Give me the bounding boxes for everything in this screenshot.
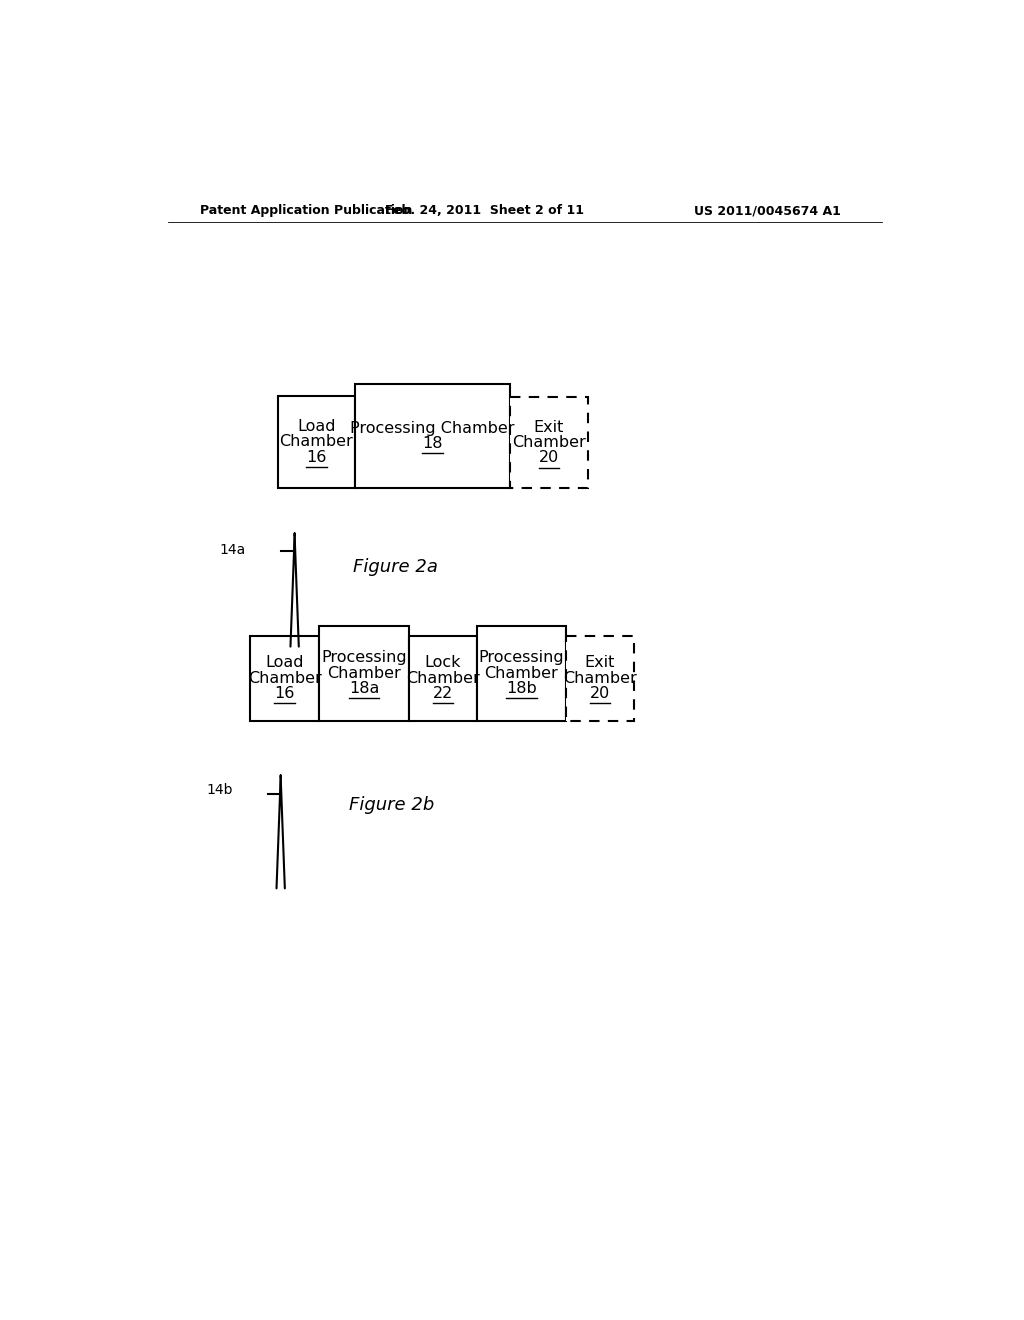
Text: Chamber: Chamber	[484, 665, 558, 681]
Bar	[409, 636, 477, 721]
Text: Processing Chamber: Processing Chamber	[350, 421, 515, 436]
Bar	[510, 397, 588, 488]
Text: 16: 16	[274, 686, 295, 701]
Text: Exit: Exit	[585, 655, 615, 671]
Bar	[319, 626, 409, 721]
Bar	[355, 384, 510, 488]
Text: Processing: Processing	[478, 651, 564, 665]
Text: US 2011/0045674 A1: US 2011/0045674 A1	[694, 205, 841, 218]
Text: Chamber: Chamber	[327, 665, 400, 681]
Bar	[477, 626, 566, 721]
Text: Processing: Processing	[322, 651, 407, 665]
Text: Load: Load	[297, 418, 336, 434]
Text: Chamber: Chamber	[563, 671, 637, 685]
Text: 22: 22	[432, 686, 453, 701]
Text: 14b: 14b	[206, 783, 232, 797]
Text: Figure 2b: Figure 2b	[349, 796, 434, 814]
Text: Lock: Lock	[424, 655, 461, 671]
Text: 20: 20	[539, 450, 559, 466]
Bar	[566, 636, 634, 721]
Text: 14a: 14a	[219, 543, 246, 557]
Text: 18: 18	[422, 436, 442, 451]
Text: Feb. 24, 2011  Sheet 2 of 11: Feb. 24, 2011 Sheet 2 of 11	[385, 205, 584, 218]
Text: 18a: 18a	[349, 681, 379, 696]
Text: Patent Application Publication: Patent Application Publication	[200, 205, 413, 218]
Text: 16: 16	[306, 450, 327, 465]
Bar	[278, 396, 355, 488]
Text: Chamber: Chamber	[248, 671, 322, 685]
Text: Load: Load	[265, 655, 304, 671]
Text: Chamber: Chamber	[406, 671, 479, 685]
Text: 18b: 18b	[506, 681, 537, 696]
Bar	[250, 636, 319, 721]
Text: Chamber: Chamber	[512, 436, 586, 450]
Text: Chamber: Chamber	[280, 434, 353, 449]
Text: 20: 20	[590, 686, 610, 701]
Text: Figure 2a: Figure 2a	[352, 557, 437, 576]
Text: Exit: Exit	[534, 420, 564, 434]
